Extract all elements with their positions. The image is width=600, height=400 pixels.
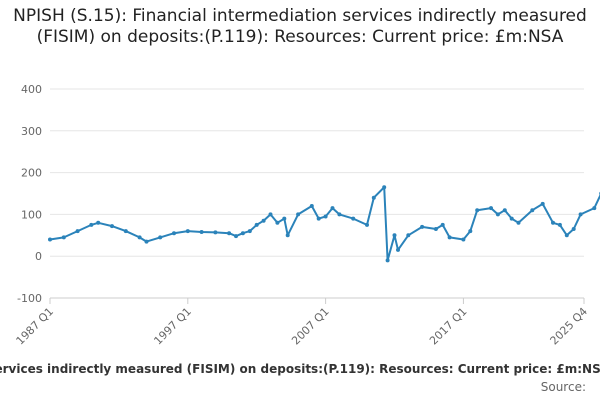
data-point — [382, 185, 387, 190]
data-point — [227, 231, 232, 236]
data-point — [213, 230, 218, 235]
data-point — [240, 231, 245, 236]
data-point — [185, 229, 190, 234]
data-point — [447, 235, 452, 240]
x-tick-label: 1997 Q1 — [151, 305, 194, 348]
data-point — [489, 206, 493, 211]
data-point — [509, 216, 514, 221]
data-point — [461, 237, 466, 242]
series-layer — [48, 185, 600, 263]
legend: NPISH (S.15): Financial intermediation s… — [0, 362, 600, 380]
data-point — [440, 222, 445, 227]
data-point — [96, 220, 101, 225]
data-point — [110, 224, 114, 229]
data-point — [309, 204, 314, 208]
data-point — [578, 212, 583, 217]
chart-title: NPISH (S.15): Financial intermediation s… — [13, 6, 587, 47]
data-point — [592, 206, 597, 211]
data-point — [564, 233, 569, 238]
data-point — [275, 220, 280, 225]
data-point — [571, 227, 576, 231]
data-point — [199, 230, 204, 234]
x-tick-label: 2017 Q1 — [427, 305, 470, 348]
data-point — [392, 233, 397, 238]
x-tick-label: 2007 Q1 — [289, 305, 332, 348]
data-point — [475, 208, 480, 213]
data-point — [468, 229, 473, 234]
legend-label: NPISH (S.15): Financial intermediation s… — [0, 362, 600, 376]
data-point — [495, 212, 500, 217]
data-point — [530, 208, 535, 213]
y-tick-label: 200 — [21, 167, 42, 180]
data-point — [516, 220, 521, 225]
data-point — [502, 208, 507, 213]
x-tick-label: 2025 Q4 — [548, 305, 591, 348]
y-tick-label: 300 — [21, 125, 42, 138]
source-note: Source: — [540, 380, 586, 394]
data-point — [396, 247, 400, 252]
data-point — [123, 229, 128, 234]
data-point — [75, 229, 80, 234]
data-point — [48, 237, 52, 242]
data-point — [172, 231, 176, 236]
data-point — [330, 206, 335, 211]
data-point — [406, 233, 411, 238]
axes: -100 0 100 200 300 400 1987 Q1 1997 Q1 2007 Q1 20… — [14, 83, 591, 347]
data-point — [137, 235, 142, 240]
data-point — [254, 222, 259, 227]
y-tick-label: 0 — [35, 250, 42, 263]
series-line — [49, 186, 600, 262]
x-tick-label: 1987 Q1 — [14, 305, 57, 348]
data-point — [158, 235, 163, 240]
data-point — [261, 218, 266, 223]
data-point — [557, 222, 562, 227]
data-point — [365, 222, 369, 227]
data-point — [268, 212, 273, 217]
data-point — [351, 216, 356, 221]
data-point — [385, 258, 390, 263]
data-point — [61, 235, 66, 240]
data-point — [551, 220, 555, 225]
data-point — [285, 233, 290, 238]
y-tick-label: -100 — [17, 292, 42, 305]
data-point — [540, 201, 545, 206]
data-point — [89, 222, 94, 227]
data-point — [316, 216, 321, 221]
data-point — [247, 229, 252, 234]
data-point — [234, 234, 238, 239]
data-point — [337, 212, 342, 217]
y-tick-label: 100 — [21, 208, 42, 221]
data-point — [282, 216, 287, 221]
data-point — [296, 212, 301, 217]
data-point — [144, 239, 149, 244]
grid — [50, 88, 584, 299]
data-point — [433, 227, 438, 231]
y-tick-label: 400 — [21, 83, 42, 96]
data-point — [371, 195, 376, 200]
data-point — [323, 214, 328, 219]
data-point — [420, 224, 425, 229]
